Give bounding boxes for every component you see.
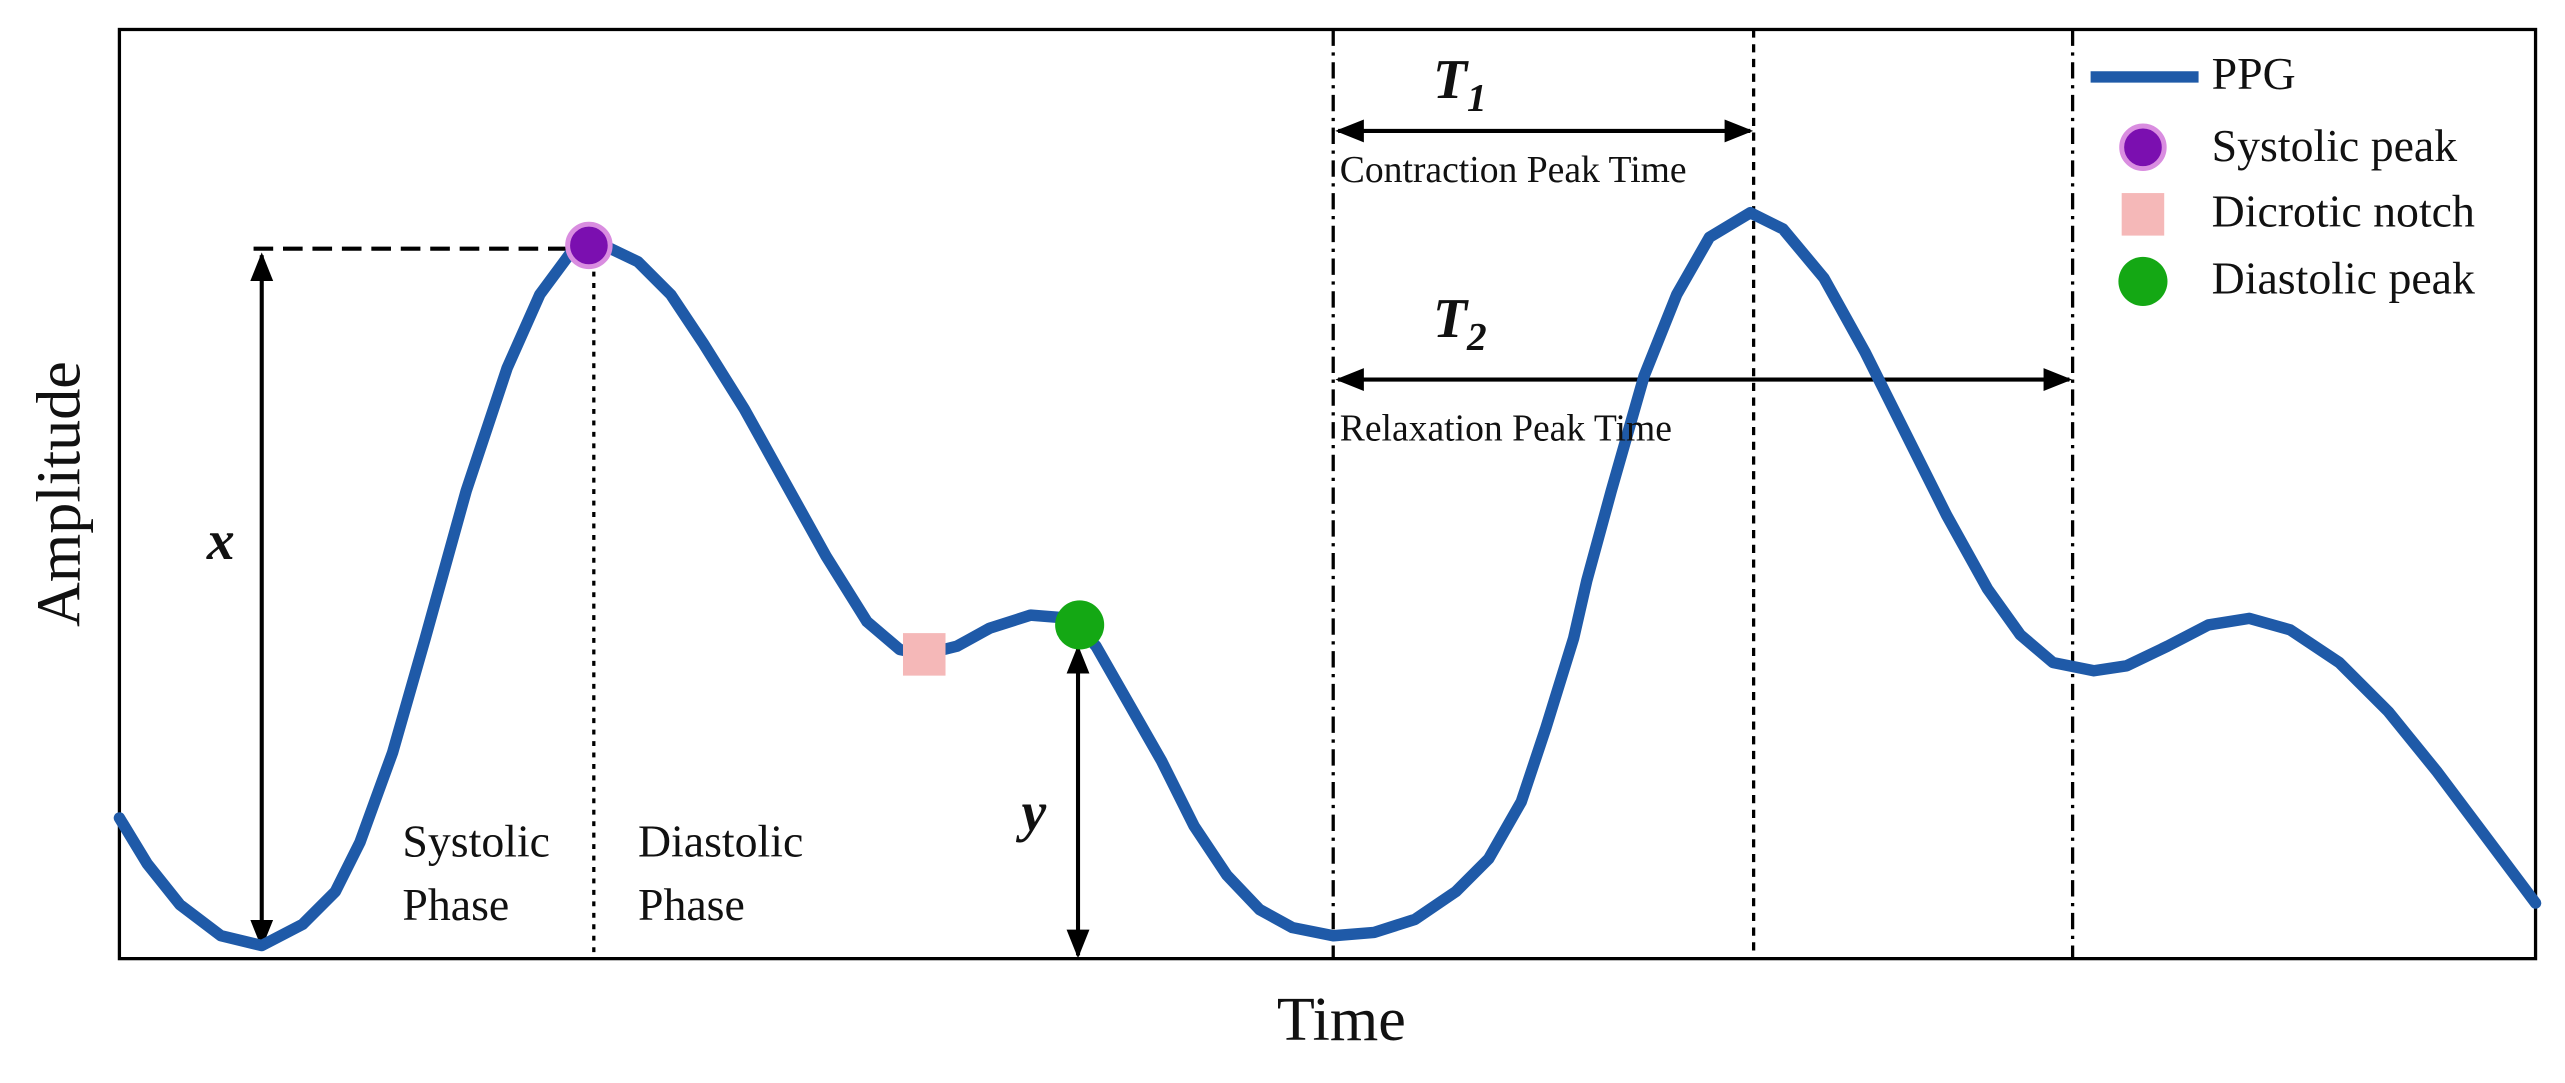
t2-caption: Relaxation Peak Time [1340,408,1672,450]
t1-symbol: T1 [1433,49,1487,120]
ppg-curve [113,206,2542,952]
legend-label: Systolic peak [2212,120,2458,171]
plot-frame [117,27,2538,961]
legend-swatch [2119,123,2167,171]
systolic-peak-marker [565,221,613,270]
phase-label: Phase [638,879,745,930]
subscript: 2 [1466,315,1487,358]
legend-label: Diastolic peak [2212,253,2475,304]
legend-label: PPG [2212,48,2296,99]
t1-caption: Contraction Peak Time [1340,149,1687,191]
symbol: T [1433,288,1469,350]
legend-swatch [2121,193,2165,236]
legend: PPG Systolic peak Dicrotic notch Diastol… [2090,48,2475,306]
y-symbol: y [1016,782,1047,844]
diastolic-peak-marker [1055,600,1105,650]
symbol: T [1433,49,1469,111]
legend-label: Dicrotic notch [2212,185,2475,236]
y-axis-label: Amplitude [26,361,94,627]
phase-label: Phase [402,879,509,930]
t2-symbol: T2 [1433,288,1487,359]
legend-swatch [2118,256,2168,306]
phase-label: Diastolic [638,815,803,866]
x-axis-label: Time [1277,986,1406,1054]
x-symbol: x [206,510,235,572]
dicrotic-notch-marker [902,633,946,676]
subscript: 1 [1467,76,1487,119]
phase-label: Systolic [402,815,550,866]
